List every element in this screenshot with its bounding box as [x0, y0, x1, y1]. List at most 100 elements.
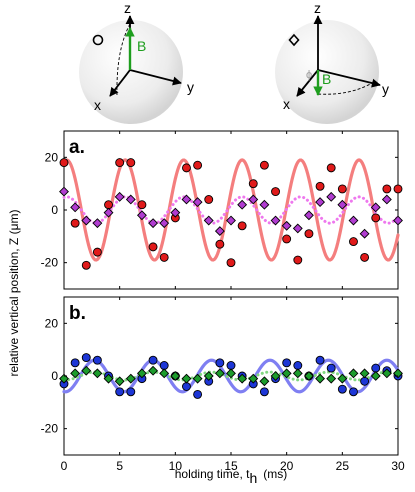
data-point-blue-circle [282, 358, 292, 368]
data-point-red-circle [159, 252, 169, 262]
data-point-blue-circle [159, 361, 169, 370]
panel-a-label: a. [69, 137, 85, 158]
data-point-green-diamond [292, 368, 303, 379]
data-point-blue-circle [70, 358, 80, 368]
data-point-blue-circle [315, 355, 325, 365]
data-point-red-circle [215, 239, 225, 249]
data-point-purple-diamond [226, 215, 236, 226]
data-point-purple-diamond [136, 210, 147, 221]
data-point-purple-diamond [81, 215, 92, 226]
inset-circle: z y x B [79, 0, 194, 124]
data-point-blue-circle [81, 353, 91, 363]
data-point-purple-diamond [370, 202, 381, 213]
data-point-green-diamond [381, 368, 392, 379]
data-point-blue-circle [293, 361, 303, 370]
data-point-red-circle [193, 160, 203, 170]
data-point-purple-diamond [315, 197, 326, 208]
data-point-purple-diamond [192, 197, 203, 208]
data-point-red-circle [315, 181, 325, 191]
x-axis-label: x [94, 97, 101, 113]
data-point-purple-diamond [125, 194, 136, 205]
data-point-blue-circle [182, 382, 191, 391]
data-point-purple-diamond [92, 218, 103, 229]
data-point-red-circle [59, 158, 69, 168]
data-point-blue-circle [349, 387, 358, 397]
data-point-green-diamond [326, 373, 337, 384]
data-point-purple-diamond [326, 191, 337, 202]
data-point-purple-diamond [259, 199, 270, 210]
data-point-red-circle [382, 184, 392, 194]
data-point-green-diamond [303, 371, 314, 381]
data-point-green-diamond [359, 368, 370, 379]
panel-b: 20 0 -20 0 5 10 15 20 25 30 b. [41, 296, 405, 473]
y-axis-label: y [382, 81, 389, 97]
panel-a-ticks: 20 0 -20 [41, 131, 399, 289]
data-point-blue-circle [215, 358, 225, 368]
x-axis-arrow [296, 69, 319, 97]
panel-b-label: b. [69, 303, 86, 324]
data-point-blue-circle [115, 387, 125, 397]
data-point-blue-circle [92, 355, 102, 365]
data-point-green-diamond [348, 368, 359, 379]
data-point-red-circle [115, 158, 125, 168]
data-point-purple-diamond [148, 218, 159, 229]
data-point-red-circle [326, 163, 336, 173]
data-point-blue-circle [259, 387, 269, 397]
y-axis-arrow [129, 69, 182, 86]
data-point-purple-diamond [103, 207, 114, 218]
data-point-green-diamond [92, 368, 103, 379]
marker-open-diamond-icon [288, 33, 300, 47]
data-point-red-circle [360, 252, 370, 262]
y-tick-label: -20 [41, 256, 59, 270]
data-point-blue-circle [360, 376, 370, 386]
data-point-purple-diamond [393, 215, 403, 226]
data-point-purple-diamond [248, 194, 259, 205]
data-point-green-diamond [114, 376, 125, 387]
data-point-blue-circle [126, 387, 136, 397]
data-point-purple-diamond [70, 202, 81, 213]
y-tick-label: -20 [41, 422, 59, 436]
x-axis-label: x [283, 96, 290, 112]
data-point-green-diamond [148, 365, 159, 376]
sphere [79, 20, 183, 124]
data-point-red-circle [237, 221, 247, 231]
data-point-red-circle [259, 160, 269, 170]
x-axis-arrow [109, 69, 131, 97]
data-point-purple-diamond [303, 210, 314, 221]
data-point-green-diamond [181, 373, 192, 384]
data-point-purple-diamond [159, 218, 170, 229]
data-point-red-circle [92, 247, 102, 257]
data-point-green-diamond [370, 371, 381, 381]
data-point-red-circle [104, 200, 113, 210]
data-point-red-circle [148, 242, 158, 252]
x-tick-label: 15 [224, 459, 238, 473]
data-point-purple-diamond [359, 228, 370, 239]
data-point-green-diamond [125, 373, 136, 384]
data-point-blue-circle [371, 363, 381, 373]
data-point-red-circle [126, 158, 136, 168]
data-point-purple-diamond [337, 199, 348, 210]
dashed-arc [317, 81, 375, 95]
data-point-purple-diamond [237, 199, 248, 210]
data-point-purple-diamond [59, 186, 69, 197]
y-tick-label: 0 [51, 203, 58, 217]
data-point-green-diamond [170, 371, 181, 381]
data-point-red-circle [371, 213, 381, 223]
panel-b-ticks: 20 0 -20 0 5 10 15 20 25 30 [41, 297, 405, 473]
x-axis-title: holding time, th (ms) [175, 467, 288, 486]
data-point-green-diamond [81, 365, 92, 376]
z-axis-label: z [124, 0, 131, 16]
y-tick-label: 20 [45, 316, 59, 330]
data-point-red-circle [393, 184, 403, 194]
x-tick-label: 10 [169, 459, 183, 473]
data-point-green-diamond [59, 373, 69, 384]
data-point-blue-circle [326, 363, 336, 373]
x-axis-title-unit: (ms) [263, 467, 287, 481]
data-point-purple-diamond [203, 215, 214, 226]
data-point-red-circle [81, 260, 91, 270]
data-point-purple-diamond [270, 215, 281, 226]
data-point-green-diamond [237, 373, 248, 384]
data-point-red-circle [271, 187, 280, 197]
data-point-green-diamond [214, 368, 225, 379]
